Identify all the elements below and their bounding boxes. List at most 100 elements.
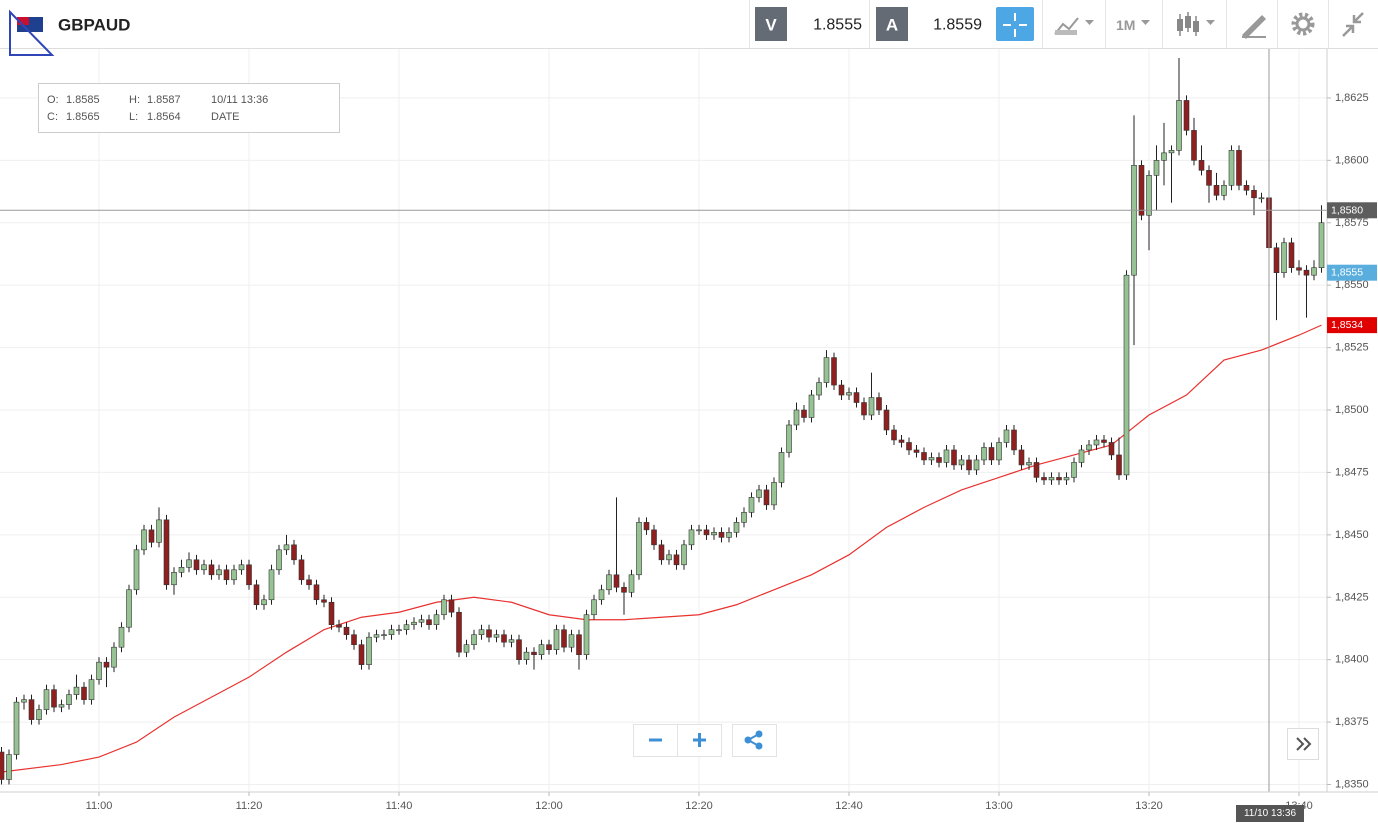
toolbar: GBPAUD V 1.8555 A 1.8559 1M <box>0 0 1378 56</box>
candle-body <box>763 489 770 506</box>
candle-style-button[interactable] <box>1177 12 1215 36</box>
candle-body <box>396 629 402 632</box>
candle-body <box>456 611 462 653</box>
candle-body <box>711 532 717 536</box>
candle-body <box>126 589 132 628</box>
candle-body <box>778 452 785 483</box>
candle-body <box>906 442 912 451</box>
x-tick-label: 12:40 <box>835 800 863 812</box>
candle-body <box>1071 462 1077 478</box>
candle-body <box>1206 170 1212 186</box>
candle-body <box>583 614 590 655</box>
candle-body <box>1093 439 1100 446</box>
candle-body <box>996 442 1002 461</box>
sell-button[interactable]: V 1.8555 <box>755 7 862 41</box>
candle-body <box>253 584 260 606</box>
candle-body <box>613 574 620 588</box>
candle-body <box>688 529 695 546</box>
price-mark <box>1327 202 1377 219</box>
candle-body <box>96 661 102 680</box>
candle-body <box>1041 477 1047 481</box>
candle-body <box>216 569 222 576</box>
buy-button[interactable]: A 1.8559 <box>876 7 982 41</box>
candle-body <box>501 634 507 643</box>
candle-body <box>336 624 342 628</box>
candle-body <box>726 532 732 538</box>
candle-body <box>808 394 815 418</box>
draw-tool-button[interactable] <box>1242 15 1266 39</box>
candle-body <box>478 629 485 636</box>
candle-body <box>1123 274 1130 476</box>
sell-label: V <box>765 16 777 35</box>
candle-body <box>58 704 65 708</box>
candle-body <box>606 574 612 591</box>
candle-body <box>111 646 117 668</box>
candle-body <box>88 679 95 700</box>
axes: 1,8350 1,8375 1,8400 1,8425 1,8450 1,8475 1,85… <box>86 92 1377 822</box>
candle-body <box>973 459 980 471</box>
candle-body <box>853 392 860 403</box>
candle-body <box>133 549 140 591</box>
candle-body <box>118 626 125 648</box>
candle-body <box>703 529 710 536</box>
candle-body <box>13 701 20 755</box>
candle-body <box>793 409 800 426</box>
zoom-in-button[interactable] <box>677 724 722 757</box>
candle-body <box>178 567 185 573</box>
buy-price: 1.8559 <box>933 17 982 34</box>
candle-body <box>36 709 42 720</box>
candle-body <box>1258 197 1265 200</box>
candle-body <box>148 529 155 543</box>
candle-body <box>733 522 740 533</box>
candle-body <box>418 619 425 623</box>
candle-body <box>471 634 477 645</box>
crosshair-button[interactable] <box>996 7 1034 41</box>
candle-body <box>201 564 207 571</box>
candle-body <box>1183 100 1190 131</box>
x-tick-label: 12:00 <box>535 800 563 812</box>
y-tick-label: 1,8450 <box>1335 529 1369 541</box>
candle-body <box>231 569 237 581</box>
candle-body <box>523 651 530 660</box>
sell-price: 1.8555 <box>813 17 862 34</box>
candle-body <box>636 522 642 576</box>
scroll-right-button[interactable] <box>1287 728 1319 760</box>
candle-body <box>531 651 537 655</box>
candle-body <box>261 599 267 606</box>
share-button[interactable] <box>732 724 777 757</box>
candle-body <box>958 459 965 466</box>
settings-button[interactable] <box>1291 12 1315 36</box>
price-mark-label: 1,8555 <box>1331 267 1363 279</box>
candle-body <box>103 661 110 668</box>
candle-body <box>1033 462 1040 478</box>
candle-body <box>358 644 365 665</box>
timeframe-button[interactable]: 1M <box>1116 17 1150 33</box>
candle-body <box>651 529 657 546</box>
candle-body <box>868 397 875 416</box>
candle-body <box>1236 150 1242 186</box>
candle-body <box>748 497 755 513</box>
collapse-button[interactable] <box>1342 12 1364 37</box>
candle-body <box>516 639 522 660</box>
candle-body <box>1108 442 1115 456</box>
zoom-out-button[interactable] <box>633 724 678 757</box>
chart-type-button[interactable] <box>1054 17 1094 35</box>
candle-body <box>861 402 867 416</box>
candle-body <box>1251 190 1257 199</box>
candle-body <box>268 569 275 601</box>
candle-body <box>553 629 560 650</box>
candle-body <box>786 424 792 453</box>
candle-body <box>156 519 162 543</box>
candle-body <box>658 544 665 561</box>
info-label: L: <box>129 111 138 123</box>
candle-body <box>928 457 935 461</box>
candle-body <box>6 754 12 780</box>
buy-label: A <box>886 16 898 35</box>
candle-body <box>1026 462 1032 466</box>
candle-body <box>343 626 350 636</box>
crosshair-date-label: 11/10 13:36 <box>1244 808 1297 819</box>
x-tick-label: 13:20 <box>1135 800 1163 812</box>
candle-body <box>433 614 440 626</box>
